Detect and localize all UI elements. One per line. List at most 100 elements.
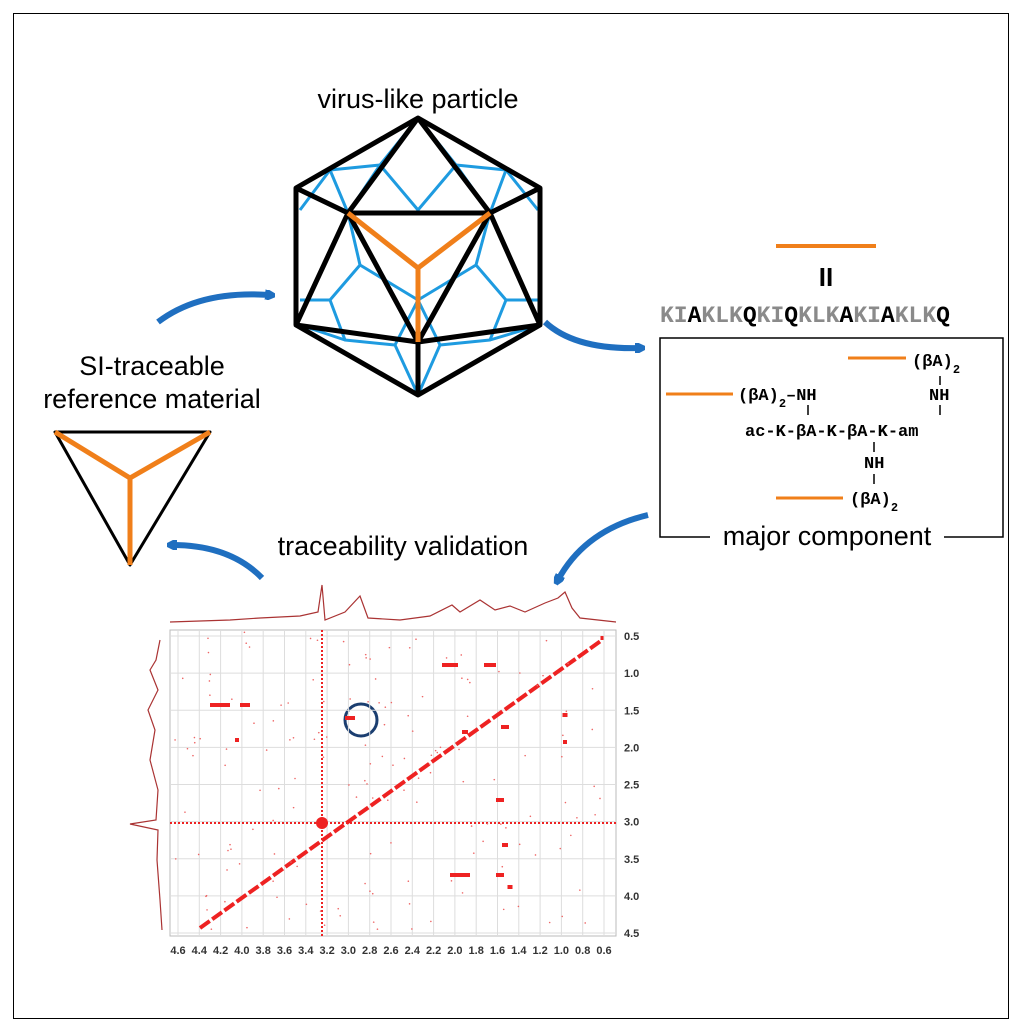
peak-dot (208, 652, 210, 654)
peak-dot (518, 906, 520, 908)
peak-dot (451, 880, 453, 882)
peak-dot (349, 698, 351, 700)
peak-dot (500, 823, 502, 825)
peak-dot (312, 679, 314, 681)
cross-peak (240, 703, 250, 707)
peak-dot (187, 748, 189, 750)
peak-dot (446, 657, 448, 659)
peak-dot (599, 798, 601, 800)
peak-dot (348, 784, 350, 786)
nh-bottom: NH (864, 455, 884, 474)
sequence-segment: KI (757, 303, 785, 329)
arrow (172, 545, 262, 578)
x-tick-label: 0.8 (575, 945, 590, 957)
sequence-segment: Q (784, 303, 798, 329)
arrow (558, 515, 648, 580)
x-tick-label: 1.8 (469, 945, 484, 957)
reference-label: reference material (43, 384, 261, 414)
peak-dot (246, 927, 248, 929)
peak-dot (194, 742, 196, 744)
peak-dot (382, 756, 384, 758)
y-tick-label: 4.5 (624, 928, 639, 940)
cross-peak (508, 885, 513, 889)
peak-dot (206, 909, 208, 911)
peak-dot (411, 928, 413, 930)
sequence-segment: A (881, 303, 895, 329)
peak-dot (294, 778, 296, 780)
peak-dot (207, 638, 209, 640)
peak-dot (194, 737, 196, 739)
peak-dot (324, 924, 326, 926)
peak-dot (370, 853, 372, 855)
peak-dot (440, 746, 442, 748)
x-tick-label: 3.2 (319, 945, 334, 957)
peak-dot (375, 678, 377, 680)
cross-peak (563, 713, 568, 717)
peak-dot (174, 739, 176, 741)
peak-dot (289, 739, 291, 741)
peak-dot (224, 764, 226, 766)
sequence-segment: KLK (798, 303, 840, 329)
peak-dot (422, 696, 424, 698)
y-tick-label: 2.5 (624, 780, 639, 792)
x-tick-label: 2.8 (362, 945, 377, 957)
peak-dot (278, 788, 280, 790)
peak-dot (561, 916, 563, 918)
peak-dot (184, 811, 186, 813)
peak-dot (471, 825, 473, 827)
peak-dot (460, 654, 462, 656)
peak-dot (276, 896, 278, 898)
peak-dot (373, 921, 375, 923)
peak-dot (245, 642, 247, 644)
cross-peak (496, 798, 504, 802)
peak-dot (570, 835, 572, 837)
peak-dot (562, 735, 564, 737)
peak-dot (377, 928, 379, 930)
peak-dot (482, 841, 484, 843)
peak-dot (387, 799, 389, 801)
nmr-spectrum: 4.64.44.24.03.83.63.43.23.02.82.62.42.22… (130, 585, 639, 957)
structure: (βA)2 NH (βA)2–NH ac-K-βA-K-βA-K-am NH (… (666, 353, 960, 515)
x-tick-label: 4.6 (170, 945, 185, 957)
peak-dot (349, 664, 351, 666)
peak-dot (391, 702, 393, 704)
cross-peak (501, 725, 509, 729)
peak-dot (408, 880, 410, 882)
peak-dot (209, 694, 211, 696)
peak-dot (369, 658, 371, 660)
peak-dot (546, 640, 548, 642)
peak-dot (306, 904, 308, 906)
peak-dot (592, 688, 594, 690)
peak-dot (364, 883, 366, 885)
peak-dot (437, 752, 439, 754)
equivalence: II (819, 262, 833, 292)
peak-dot (253, 722, 255, 724)
peak-dot (365, 744, 367, 746)
peak-dot (384, 724, 386, 726)
cross-peak (235, 738, 239, 742)
peak-dot (356, 796, 358, 798)
peak-dot (407, 715, 409, 717)
peak-dot (416, 801, 418, 803)
peak-dot (415, 638, 417, 640)
peak-dot (369, 890, 371, 892)
peak-dot (244, 631, 246, 633)
sequence: KIAKLKQKIQKLKAKIAKLKQ (660, 303, 950, 329)
peak-dot (505, 827, 507, 829)
cross-peak (462, 730, 468, 734)
peak-dot (392, 764, 394, 766)
x-tick-label: 2.6 (383, 945, 398, 957)
peak-dot (280, 704, 282, 706)
peak-dot (209, 680, 211, 682)
group-top: (βA)2 (912, 353, 960, 377)
peak-dot (317, 639, 319, 641)
peak-dot (537, 685, 539, 687)
peak-dot (584, 922, 586, 924)
peak-dot (591, 729, 593, 731)
peak-dot (372, 797, 374, 799)
peak-dot (365, 654, 367, 656)
sequence-segment: KI (660, 303, 688, 329)
peak-dot (462, 781, 464, 783)
peak-dot (231, 698, 233, 700)
peak-dot (210, 674, 212, 676)
